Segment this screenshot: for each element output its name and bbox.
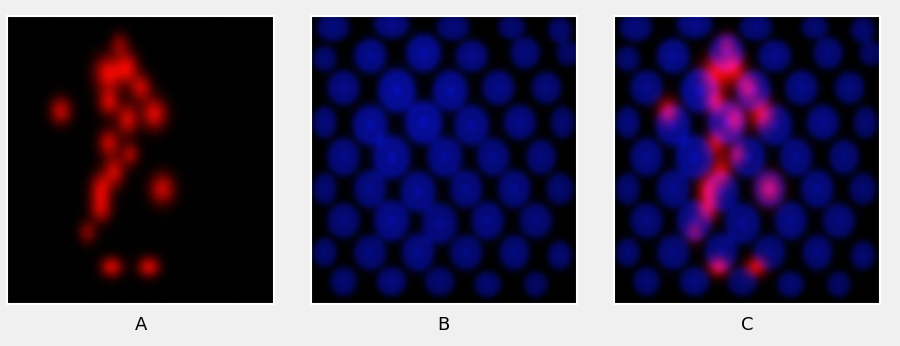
Text: A: A [135, 316, 148, 334]
Text: C: C [741, 316, 753, 334]
Text: B: B [437, 316, 450, 334]
